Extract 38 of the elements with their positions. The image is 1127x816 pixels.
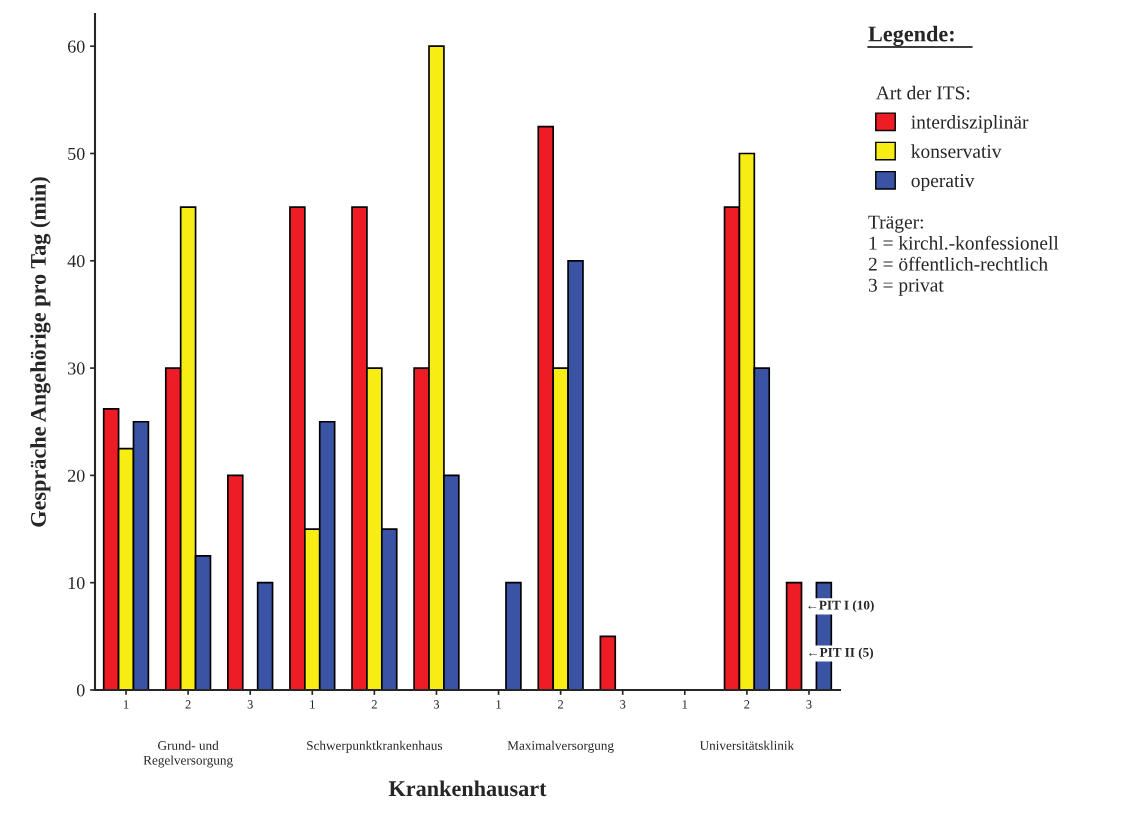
text: Maximalversorgung (507, 740, 614, 753)
y-tick-label: 50 (68, 147, 85, 160)
text: Legende: (868, 25, 954, 47)
x-tick-label: 3 (247, 700, 253, 709)
annotation: ←PIT I (10) (808, 600, 874, 613)
bar (256, 581, 274, 690)
bar (227, 474, 244, 690)
y-axis-title: Gespräche Angehörige pro Tag (min) (30, 177, 51, 527)
legend-label: operativ (911, 174, 975, 192)
y-tick-label: 40 (67, 255, 85, 268)
x-tick-label: 1 (124, 700, 129, 709)
x-tick-label: 2 (371, 700, 377, 709)
x-tick-label: 3 (806, 700, 812, 709)
y-tick-label: 10 (68, 576, 85, 590)
y-tick-label: 0 (76, 684, 85, 697)
text: Universitätsklinik (699, 740, 795, 750)
bar (505, 581, 522, 690)
x-tick-label: 1 (682, 700, 688, 709)
x-tick-label: 2 (558, 700, 564, 709)
x-tick-label: 3 (433, 700, 440, 709)
x-tick-label: 1 (310, 700, 315, 709)
legend-label: konservativ (911, 144, 1002, 158)
text: Grund- und Regelversorgung (143, 740, 233, 768)
x-tick-label: 2 (744, 700, 750, 709)
text: Schwerpunktkrankenhaus (307, 740, 443, 753)
bar (785, 581, 803, 690)
y-tick-label: 60 (68, 40, 85, 53)
legend-label: interdisziplinär (911, 115, 1029, 133)
annotation: ←PIT II (5) (809, 647, 874, 660)
x-axis-title: Krankenhausart (388, 780, 547, 797)
x-tick-label: 1 (496, 700, 501, 709)
x-tick-label: 2 (185, 700, 191, 709)
text: Träger: 1 = kirchl.-konfessionell 2 = öffentlich-rechtlich 3 = privat (868, 215, 1059, 296)
legend-title: Art der ITS: (875, 85, 970, 100)
x-tick-label: 3 (620, 700, 626, 709)
y-tick-label: 30 (68, 362, 85, 375)
y-tick-label: 20 (68, 469, 85, 482)
bar (599, 635, 617, 690)
